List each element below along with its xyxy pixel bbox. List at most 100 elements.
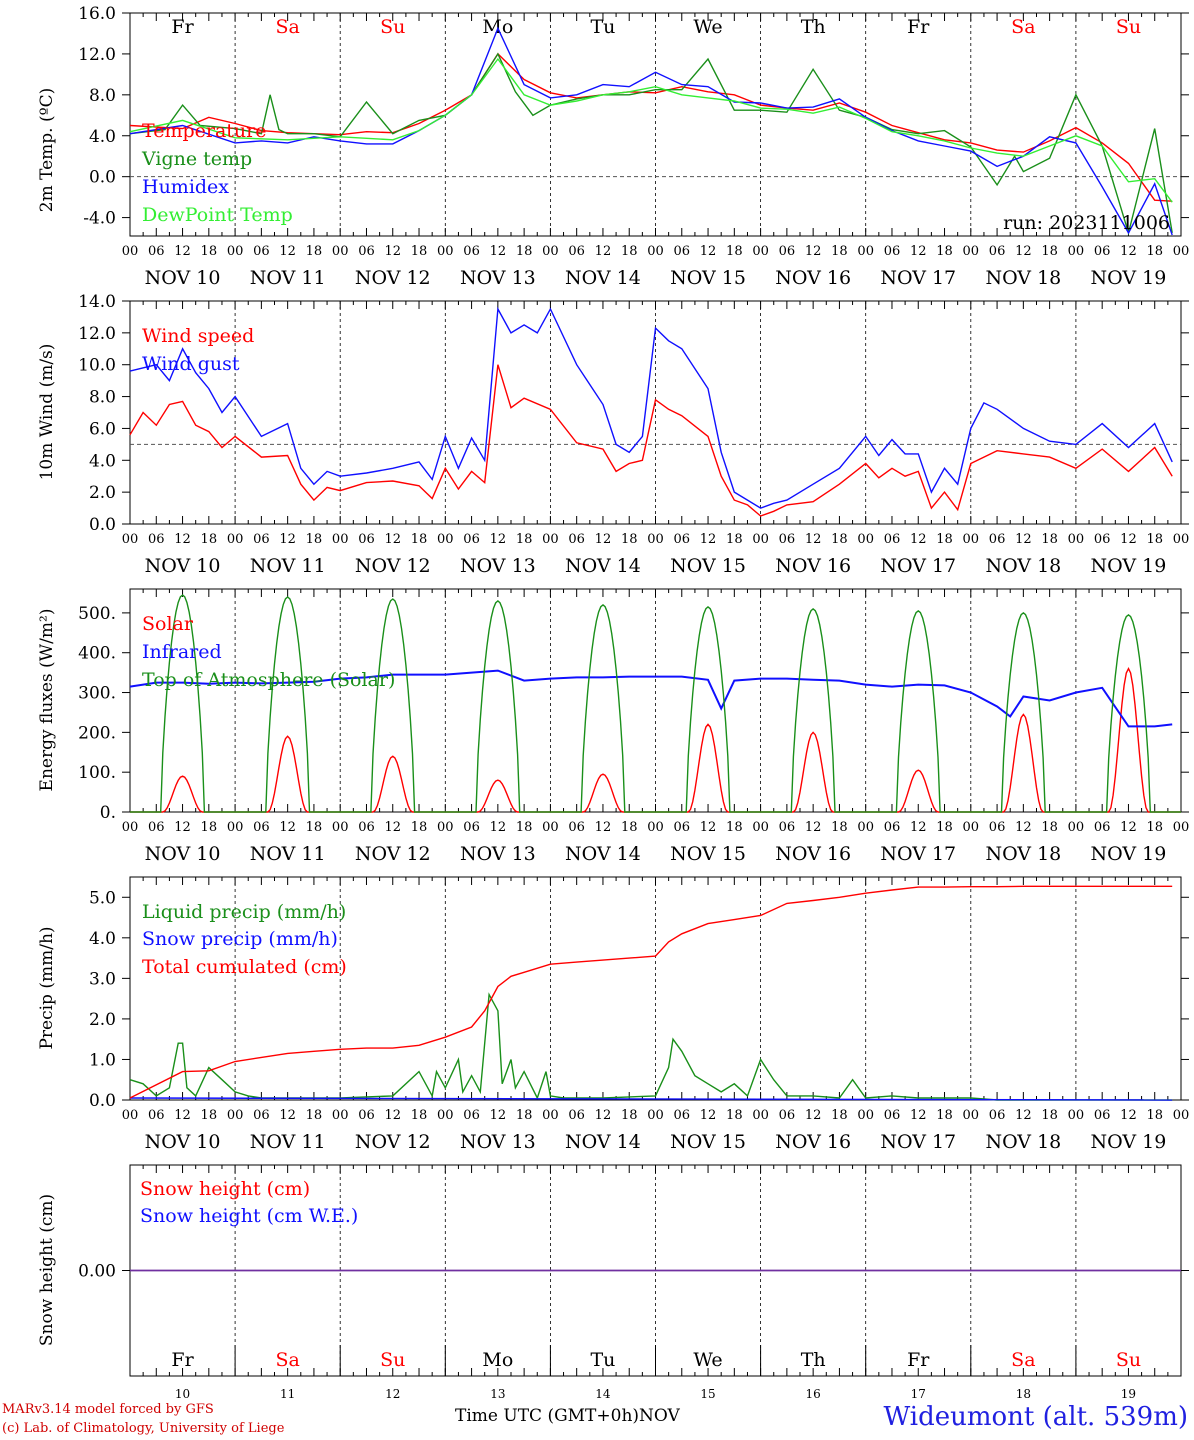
hour-tick-label: 06 — [358, 244, 375, 259]
hour-tick-label: 06 — [253, 532, 270, 547]
date-label: NOV 18 — [985, 843, 1061, 865]
series-line — [129, 669, 1173, 728]
panel-frame — [129, 588, 1182, 813]
date-label: NOV 12 — [355, 1131, 431, 1153]
hour-tick-label: 00 — [122, 532, 139, 547]
hour-tick-label: 06 — [358, 1108, 375, 1123]
weekday-label: Th — [801, 1349, 826, 1371]
date-label: NOV 17 — [880, 555, 956, 577]
hour-tick-label: 12 — [910, 244, 927, 259]
hour-tick-label: 00 — [122, 244, 139, 259]
hour-tick-label: 00 — [542, 820, 559, 835]
weekday-label: Sa — [1011, 1349, 1035, 1371]
hour-tick-label: 00 — [752, 532, 769, 547]
date-label: NOV 13 — [460, 1131, 536, 1153]
weekday-label: Sa — [1011, 16, 1035, 38]
hour-tick-label: 06 — [674, 820, 691, 835]
day-number-label: 10 — [175, 1387, 190, 1401]
day-number-label: 13 — [490, 1387, 505, 1401]
hour-tick-label: 00 — [857, 1108, 874, 1123]
hour-tick-label: 00 — [963, 244, 980, 259]
hour-tick-label: 06 — [674, 1108, 691, 1123]
hour-tick-label: 18 — [411, 820, 428, 835]
station-name: Wideumont (alt. 539m) — [883, 1402, 1188, 1432]
day-number-label: 12 — [385, 1387, 400, 1401]
hour-tick-label: 06 — [989, 1108, 1006, 1123]
y-tick-label: 500. — [78, 604, 116, 624]
run-annotation: run: 2023111006 — [1003, 212, 1170, 234]
date-label: NOV 16 — [775, 267, 851, 289]
hour-tick-label: 18 — [621, 244, 638, 259]
date-label: NOV 14 — [565, 1131, 641, 1153]
date-label: NOV 15 — [670, 267, 746, 289]
weekday-label: Sa — [275, 1349, 299, 1371]
y-axis-label: 10m Wind (m/s) — [37, 344, 57, 481]
hour-tick-label: 18 — [1146, 1108, 1163, 1123]
weekday-label: We — [693, 1349, 722, 1371]
hour-tick-label: 12 — [1120, 820, 1137, 835]
y-tick-label: 12.0 — [78, 324, 116, 344]
hour-tick-label: 06 — [1094, 532, 1111, 547]
hour-tick-label: 00 — [857, 244, 874, 259]
hour-tick-label: 06 — [779, 244, 796, 259]
x-axis-month: NOV — [639, 1406, 680, 1426]
hour-tick-label: 06 — [358, 820, 375, 835]
hour-tick-label: 06 — [148, 532, 165, 547]
day-number-label: 16 — [806, 1387, 821, 1401]
series-line — [129, 52, 1173, 236]
hour-tick-label: 12 — [490, 820, 507, 835]
hour-tick-label: 06 — [674, 244, 691, 259]
y-tick-label: 10.0 — [78, 356, 116, 376]
hour-tick-label: 12 — [174, 1108, 191, 1123]
hour-tick-label: 00 — [647, 244, 664, 259]
hour-tick-label: 06 — [463, 1108, 480, 1123]
y-tick-label: 2.0 — [89, 1010, 116, 1030]
hour-tick-label: 12 — [595, 244, 612, 259]
lab-credit: (c) Lab. of Climatology, University of L… — [2, 1421, 285, 1436]
legend-entry: Solar — [142, 613, 194, 635]
weekday-label: Su — [380, 1349, 405, 1371]
hour-tick-label: 06 — [779, 1108, 796, 1123]
hour-tick-label: 18 — [306, 1108, 323, 1123]
hour-tick-label: 00 — [1068, 1108, 1085, 1123]
legend-entry: Snow height (cm) — [140, 1178, 310, 1200]
y-tick-label: 400. — [78, 644, 116, 664]
hour-tick-label: 18 — [201, 244, 218, 259]
hour-tick-label: 12 — [384, 820, 401, 835]
hour-tick-label: 12 — [279, 1108, 296, 1123]
hour-tick-label: 12 — [384, 532, 401, 547]
hour-tick-label: 12 — [1120, 1108, 1137, 1123]
hour-tick-label: 12 — [1015, 1108, 1032, 1123]
hour-tick-label: 00 — [647, 1108, 664, 1123]
hour-tick-label: 18 — [306, 244, 323, 259]
hour-tick-label: 06 — [568, 820, 585, 835]
y-tick-label: 4.0 — [89, 451, 116, 471]
hour-tick-label: 12 — [910, 820, 927, 835]
legend-entry: Top of Atmosphere (Solar) — [142, 669, 395, 691]
hour-tick-label: 06 — [989, 244, 1006, 259]
hour-tick-label: 00 — [1173, 820, 1190, 835]
series-line — [129, 26, 1173, 236]
hour-tick-label: 00 — [332, 820, 349, 835]
legend-entry: Total cumulated (cm) — [142, 956, 347, 978]
y-tick-label: 16.0 — [78, 4, 116, 24]
hour-tick-label: 00 — [227, 1108, 244, 1123]
date-label: NOV 11 — [250, 267, 326, 289]
hour-tick-label: 18 — [726, 1108, 743, 1123]
hour-tick-label: 06 — [1094, 820, 1111, 835]
day-number-label: 19 — [1121, 1387, 1136, 1401]
hour-tick-label: 18 — [411, 1108, 428, 1123]
hour-tick-label: 18 — [411, 244, 428, 259]
hour-tick-label: 06 — [463, 244, 480, 259]
y-tick-label: -4.0 — [83, 209, 116, 229]
weekday-label: Tu — [590, 16, 615, 38]
y-tick-label: 3.0 — [89, 969, 116, 989]
model-credit: MARv3.14 model forced by GFS — [2, 1402, 214, 1417]
hour-tick-label: 12 — [1015, 820, 1032, 835]
date-label: NOV 15 — [670, 1131, 746, 1153]
date-label: NOV 13 — [460, 555, 536, 577]
hour-tick-label: 18 — [411, 532, 428, 547]
hour-tick-label: 06 — [779, 820, 796, 835]
hour-tick-label: 00 — [332, 1108, 349, 1123]
hour-tick-label: 00 — [542, 532, 559, 547]
